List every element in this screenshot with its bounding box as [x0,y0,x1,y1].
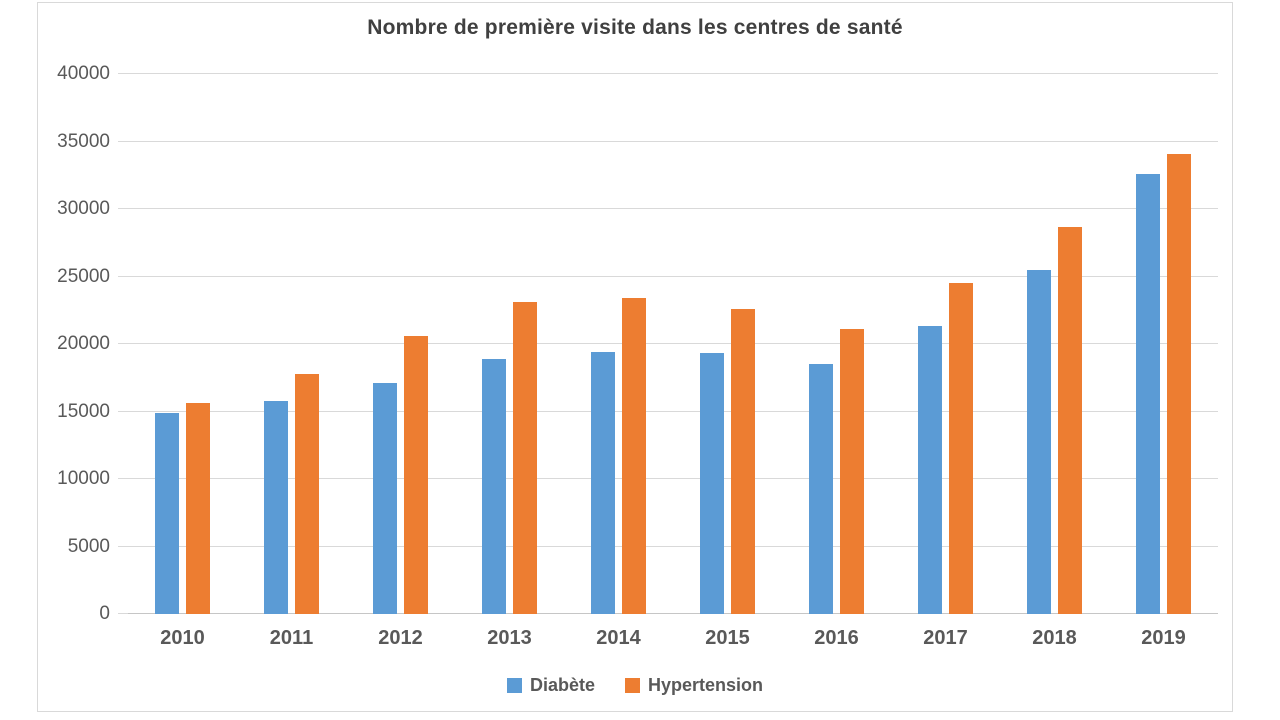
plot-area [118,73,1218,614]
bar-hypertension-2014 [622,298,646,614]
y-axis-tick [118,410,128,412]
bar-groups [128,74,1218,614]
x-axis-label-2010: 2010 [160,627,205,649]
y-axis-tick-label: 35000 [57,130,110,152]
x-axis-label-2018: 2018 [1032,627,1077,649]
bar-group-2018 [1000,74,1109,614]
legend-item-diabète: Diabète [506,675,595,696]
y-axis-tick [118,73,128,74]
y-axis-tick-label: 5000 [67,535,110,557]
y-axis-tick-label: 15000 [57,400,110,422]
bar-hypertension-2018 [1058,226,1082,614]
x-axis-label-2014: 2014 [596,627,641,649]
bar-diabète-2018 [1027,269,1051,614]
chart-title: Nombre de première visite dans les centr… [367,16,903,39]
bar-group-2012 [346,74,455,614]
y-axis-tick-label: 20000 [57,333,110,354]
y-axis-tick [118,140,128,142]
bar-group-2015 [673,74,782,614]
bar-group-2016 [782,74,891,614]
y-axis-tick [118,275,128,277]
x-axis-label-2012: 2012 [378,627,423,649]
bar-diabète-2011 [264,400,288,614]
gridline [128,73,1218,74]
y-axis-tick [118,545,128,547]
legend-swatch-icon [506,678,522,693]
bar-hypertension-2010 [186,403,210,614]
bar-hypertension-2012 [404,335,428,614]
x-axis-label-2011: 2011 [269,627,314,649]
y-axis-tick [118,343,128,344]
bar-group-2017 [891,74,1000,614]
gridline [128,343,1218,344]
bar-hypertension-2011 [295,373,319,614]
x-axis-label-2015: 2015 [705,627,750,649]
gridline [128,410,1218,412]
bar-hypertension-2019 [1167,153,1191,614]
bar-group-2014 [564,74,673,614]
y-axis-tick-label: 10000 [57,468,110,489]
x-axis-line [128,613,1218,614]
bar-hypertension-2015 [731,308,755,614]
x-axis-label-2019: 2019 [1141,627,1186,649]
bar-hypertension-2016 [840,329,864,614]
y-axis-tick-label: 40000 [57,63,110,84]
bar-diabète-2014 [591,352,615,614]
bar-diabète-2010 [155,412,179,614]
x-axis-label-2016: 2016 [814,627,859,649]
gridline [128,545,1218,547]
y-axis-tick-label: 30000 [57,198,110,219]
legend: Diabète Hypertension [38,675,1232,696]
bar-diabète-2019 [1136,173,1160,614]
gridline [128,275,1218,277]
x-axis-labels: 2010 2011 2012 2013 2014 2015 2016 2017 2018 2019 [128,627,1218,650]
x-axis-label-2017: 2017 [923,627,968,649]
bar-hypertension-2013 [513,302,537,614]
y-axis-tick [118,613,128,614]
legend-swatch-icon [625,678,640,693]
bar-group-2010 [128,74,237,614]
bar-group-2019 [1109,74,1218,614]
bar-diabète-2016 [809,364,833,614]
gridline [128,208,1218,209]
x-axis-label-2013: 2013 [487,627,532,649]
bar-diabète-2015 [700,353,724,614]
bar-diabète-2013 [482,358,506,614]
y-axis-tick [118,478,128,479]
bar-diabète-2012 [373,383,397,614]
y-axis-tick-label: 25000 [57,265,110,287]
y-axis-tick-label: 0 [99,603,110,624]
bar-group-2011 [237,74,346,614]
legend-item-hypertension: Hypertension [625,675,763,696]
gridline [128,140,1218,142]
bar-diabète-2017 [918,326,942,614]
gridline [128,478,1218,479]
bar-hypertension-2017 [949,283,973,614]
legend-label: Hypertension [648,675,764,695]
legend-label: Diabète [529,675,595,695]
chart-area: Nombre de première visite dans les centr… [37,2,1233,712]
y-axis-tick [118,208,128,209]
bar-group-2013 [455,74,564,614]
